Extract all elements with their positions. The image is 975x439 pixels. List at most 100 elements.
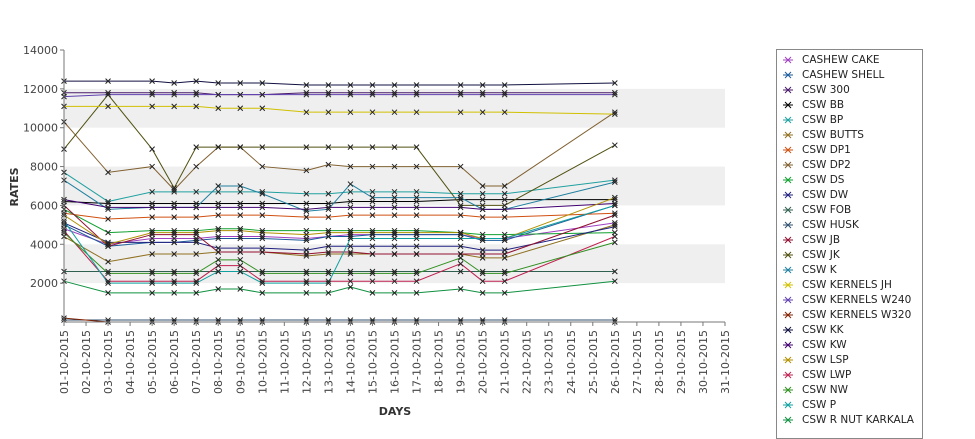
legend-swatch (783, 220, 793, 230)
data-point (479, 214, 486, 220)
data-point (215, 105, 222, 112)
data-point (193, 290, 200, 296)
data-point (347, 82, 354, 88)
grid-band (64, 244, 725, 284)
data-point (369, 194, 376, 201)
data-point (303, 253, 310, 259)
legend-item: CSW P (777, 397, 836, 412)
data-point (501, 214, 508, 220)
data-point (237, 249, 244, 255)
data-point (501, 196, 508, 203)
data-point (347, 235, 354, 242)
legend-swatch (783, 340, 793, 350)
data-point (259, 290, 266, 296)
data-point (391, 270, 398, 277)
legend-item: CSW BUTTS (777, 127, 864, 142)
data-point (215, 183, 222, 189)
legend-item: CSW KW (777, 337, 847, 352)
series-line (63, 205, 615, 255)
x-tick-label: 16-10-2015 (389, 330, 402, 394)
data-point (391, 235, 398, 242)
data-point (237, 227, 244, 234)
legend-item: CSW KERNELS W320 (777, 307, 911, 322)
data-point (457, 243, 464, 250)
data-point (215, 204, 222, 211)
legend-swatch (783, 295, 793, 305)
data-point (457, 91, 464, 98)
series-line (63, 222, 615, 251)
x-tick-label: 04-10-2015 (124, 330, 137, 394)
data-point (215, 188, 222, 195)
legend-swatch (783, 400, 793, 410)
series-line (63, 204, 615, 247)
data-point (149, 146, 155, 152)
data-point (413, 278, 420, 285)
data-point (501, 251, 508, 257)
data-point (171, 91, 178, 98)
data-point (259, 270, 266, 277)
legend-swatch (783, 130, 793, 140)
data-point (171, 103, 178, 110)
legend-label: CSW HUSK (802, 218, 859, 231)
data-point (501, 278, 508, 285)
series-line (63, 93, 616, 206)
data-point (457, 82, 464, 88)
data-point (325, 190, 332, 197)
data-point (611, 89, 618, 96)
data-point (171, 187, 178, 193)
legend-item: CSW R NUT KARKALA (777, 412, 914, 427)
data-point (501, 235, 508, 242)
data-point (325, 290, 332, 296)
x-tick-label: 09-10-2015 (234, 330, 247, 394)
data-point (479, 237, 486, 244)
data-point (259, 80, 266, 86)
data-point (193, 188, 200, 195)
data-point (391, 89, 398, 96)
data-point (171, 280, 178, 286)
data-point (479, 89, 486, 96)
data-point (193, 103, 200, 110)
legend-swatch (783, 370, 793, 380)
legend-label: CSW BB (802, 98, 845, 111)
data-point (611, 223, 618, 230)
series-lines (63, 80, 616, 323)
x-tick-label: 13-10-2015 (322, 330, 335, 394)
legend-label: CSW LWP (802, 368, 852, 381)
data-point (413, 89, 420, 96)
legend-swatch (783, 280, 793, 290)
data-point (325, 249, 332, 255)
data-point (347, 89, 354, 96)
data-point (259, 249, 266, 255)
data-point (391, 91, 398, 98)
data-point (215, 144, 222, 150)
data-point (347, 249, 354, 255)
data-point (457, 196, 464, 203)
legend-item: CSW DP1 (777, 142, 851, 157)
series-line (63, 171, 615, 203)
data-point (149, 270, 155, 277)
data-point (413, 235, 420, 242)
data-point (479, 190, 486, 197)
data-point (303, 200, 310, 207)
data-point (413, 268, 420, 275)
data-point (171, 89, 178, 96)
x-tick-label: 28-10-2015 (653, 330, 666, 394)
legend-label: CSW KERNELS W240 (802, 293, 912, 306)
data-point (413, 109, 420, 116)
data-point (479, 251, 486, 257)
data-point (105, 91, 111, 98)
data-point (303, 89, 310, 96)
data-point (325, 278, 332, 285)
data-point (303, 109, 310, 116)
data-point (259, 280, 266, 286)
x-tick-label: 01-10-2015 (58, 330, 71, 394)
legend-swatch (783, 145, 793, 155)
data-point (391, 188, 398, 195)
data-point (391, 229, 398, 236)
data-point (171, 278, 178, 285)
x-tick-label: 19-10-2015 (455, 330, 468, 394)
data-point (105, 78, 111, 84)
data-point (611, 212, 618, 218)
data-point (501, 190, 508, 197)
data-point (479, 270, 486, 277)
